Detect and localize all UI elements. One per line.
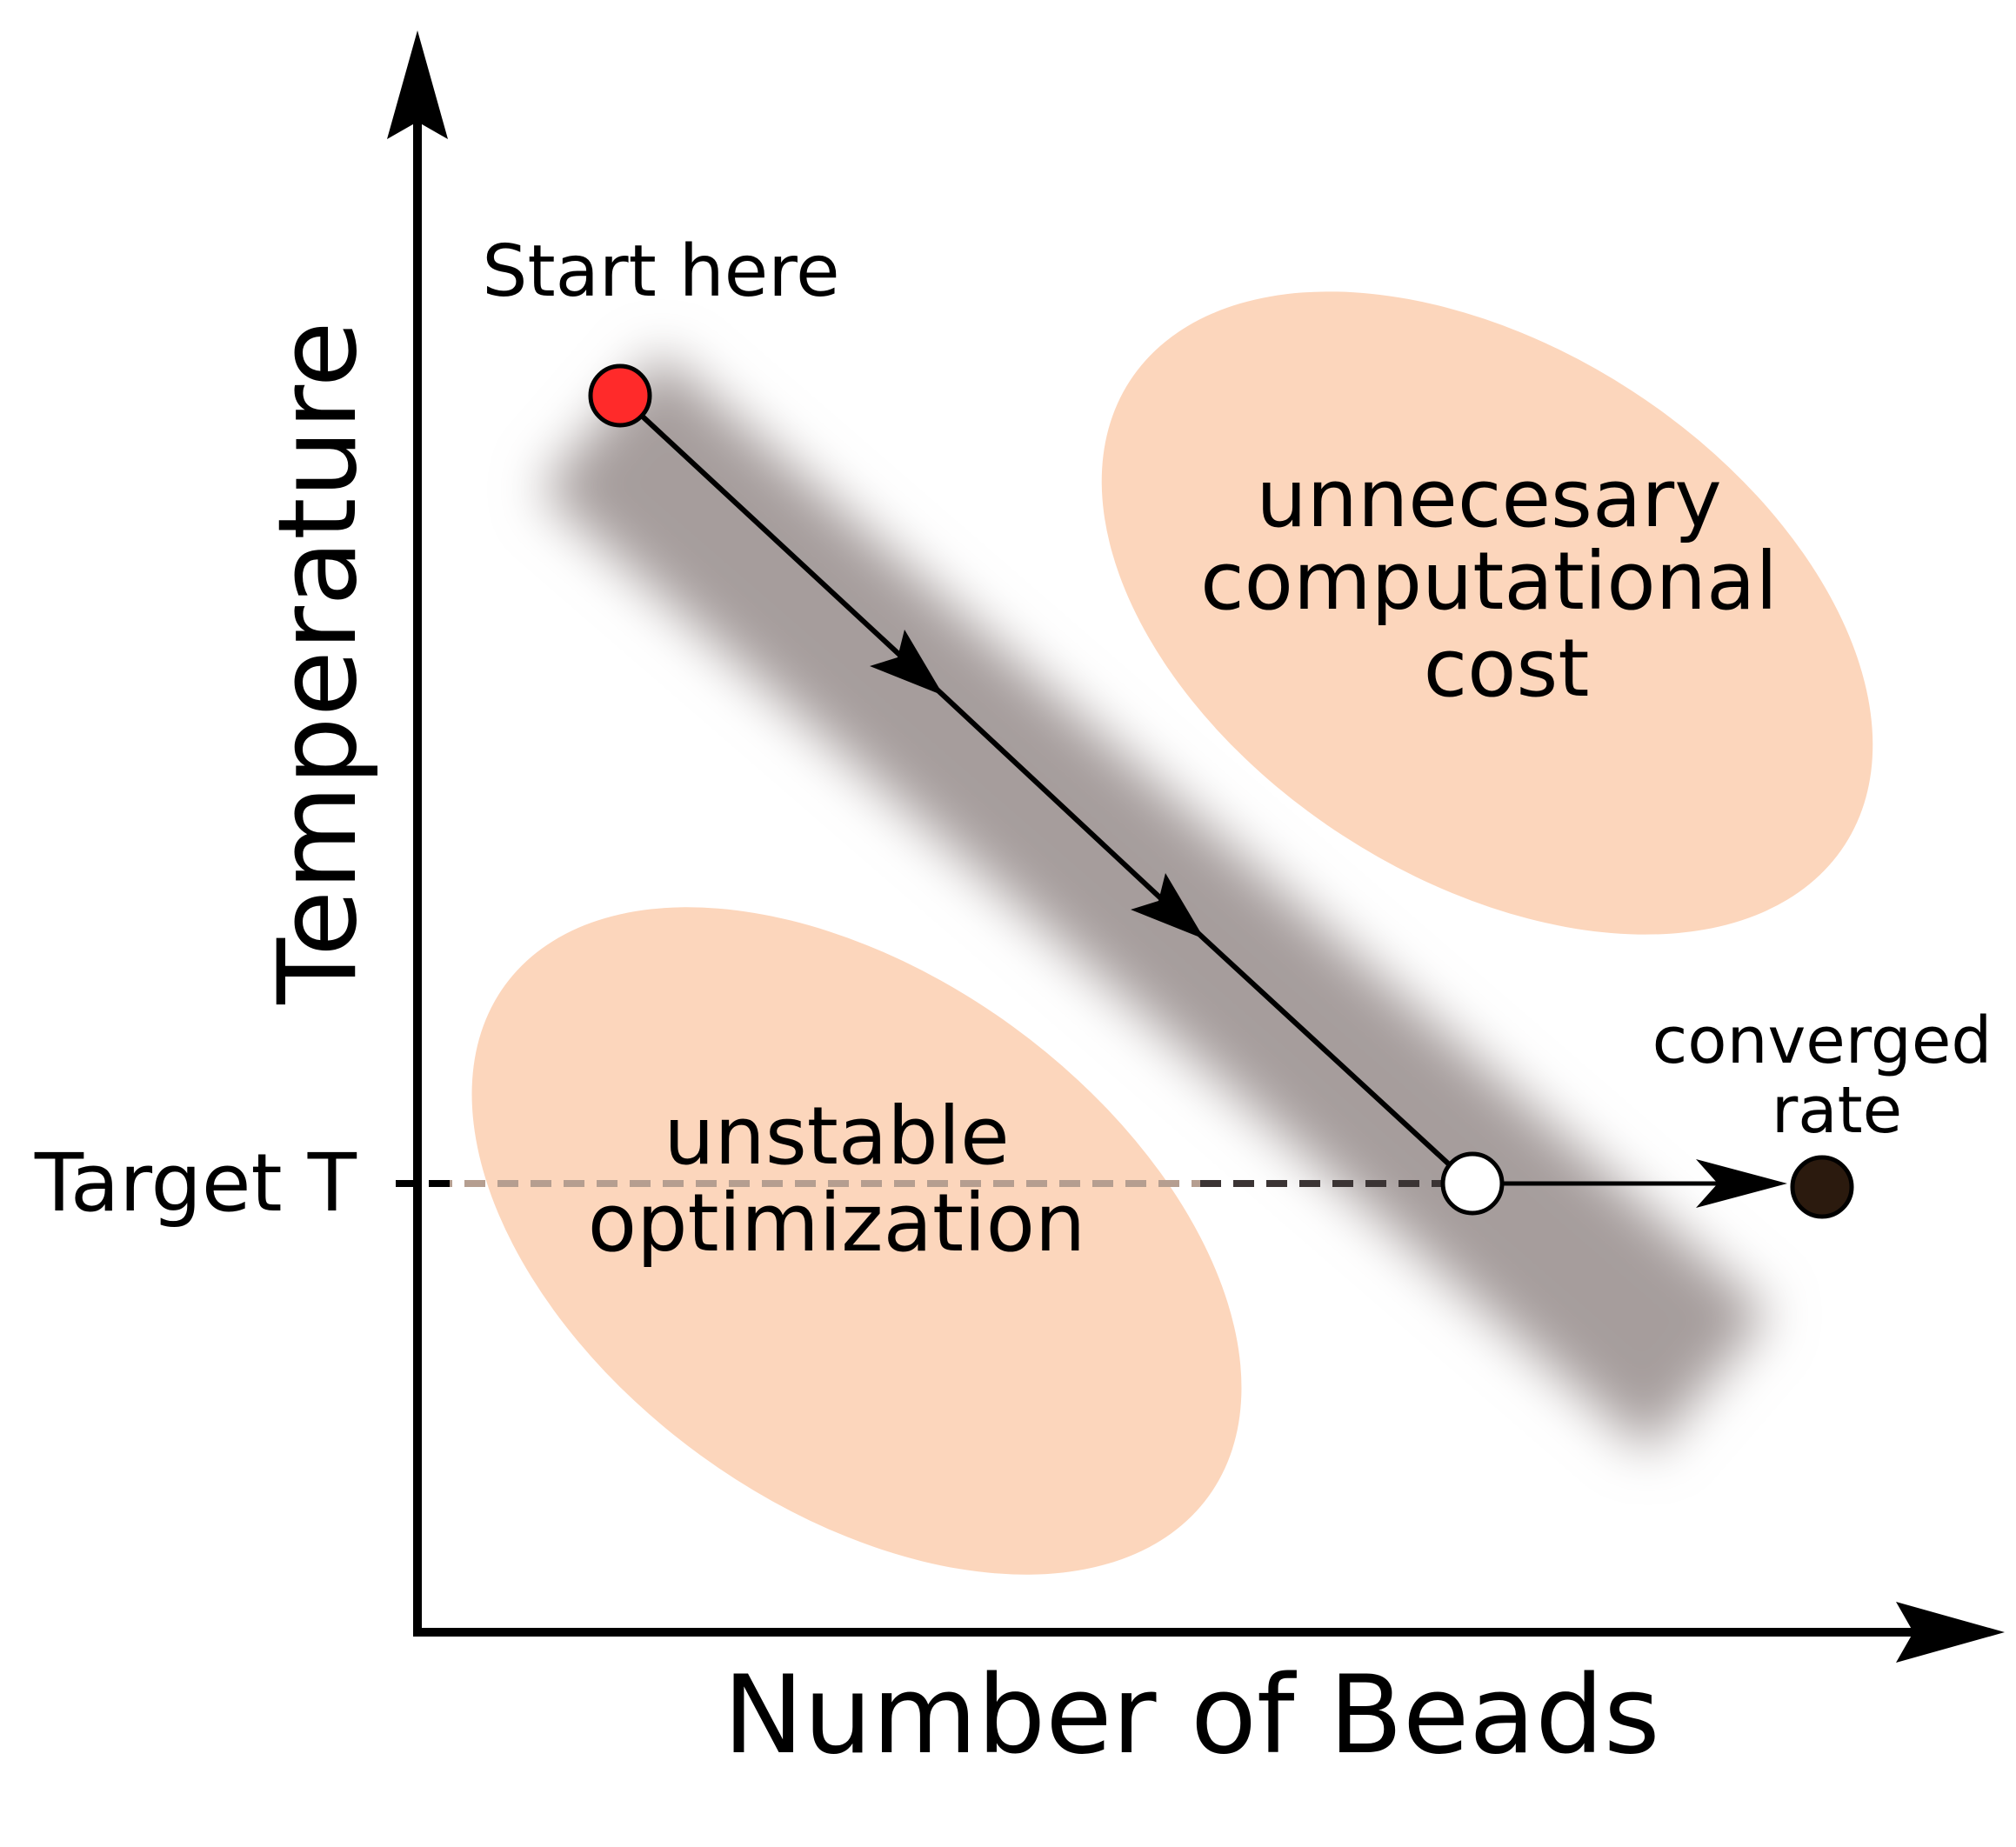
unstable-region xyxy=(471,907,1242,1575)
converged-label-line2: rate xyxy=(1772,1073,1902,1148)
cost-label-line2: computational xyxy=(1200,535,1778,628)
target-point xyxy=(1440,1151,1505,1216)
start-label: Start here xyxy=(482,230,839,313)
cost-label-line3: cost xyxy=(1424,622,1590,715)
converged-point xyxy=(1790,1155,1854,1219)
start-point xyxy=(588,363,652,428)
y-axis-arrowhead xyxy=(387,30,448,139)
trajectory-line xyxy=(617,393,1472,1186)
target-t-label: Target T xyxy=(34,1137,357,1230)
unstable-label-line2: optimization xyxy=(588,1177,1085,1270)
cost-region xyxy=(1101,291,1873,935)
unstable-label-line1: unstable xyxy=(664,1090,1010,1183)
x-axis-arrowhead xyxy=(1896,1602,2005,1663)
converged-label-line1: converged xyxy=(1652,1004,1993,1078)
trajectory-arrow-1 xyxy=(870,630,944,696)
cost-label-line1: unnecesary xyxy=(1256,452,1721,545)
converged-arrowhead xyxy=(1696,1159,1787,1208)
x-axis-label: Number of Beads xyxy=(723,1653,1659,1778)
trajectory-arrow-2 xyxy=(1131,873,1205,939)
y-axis-label: Temperature xyxy=(256,321,381,1004)
